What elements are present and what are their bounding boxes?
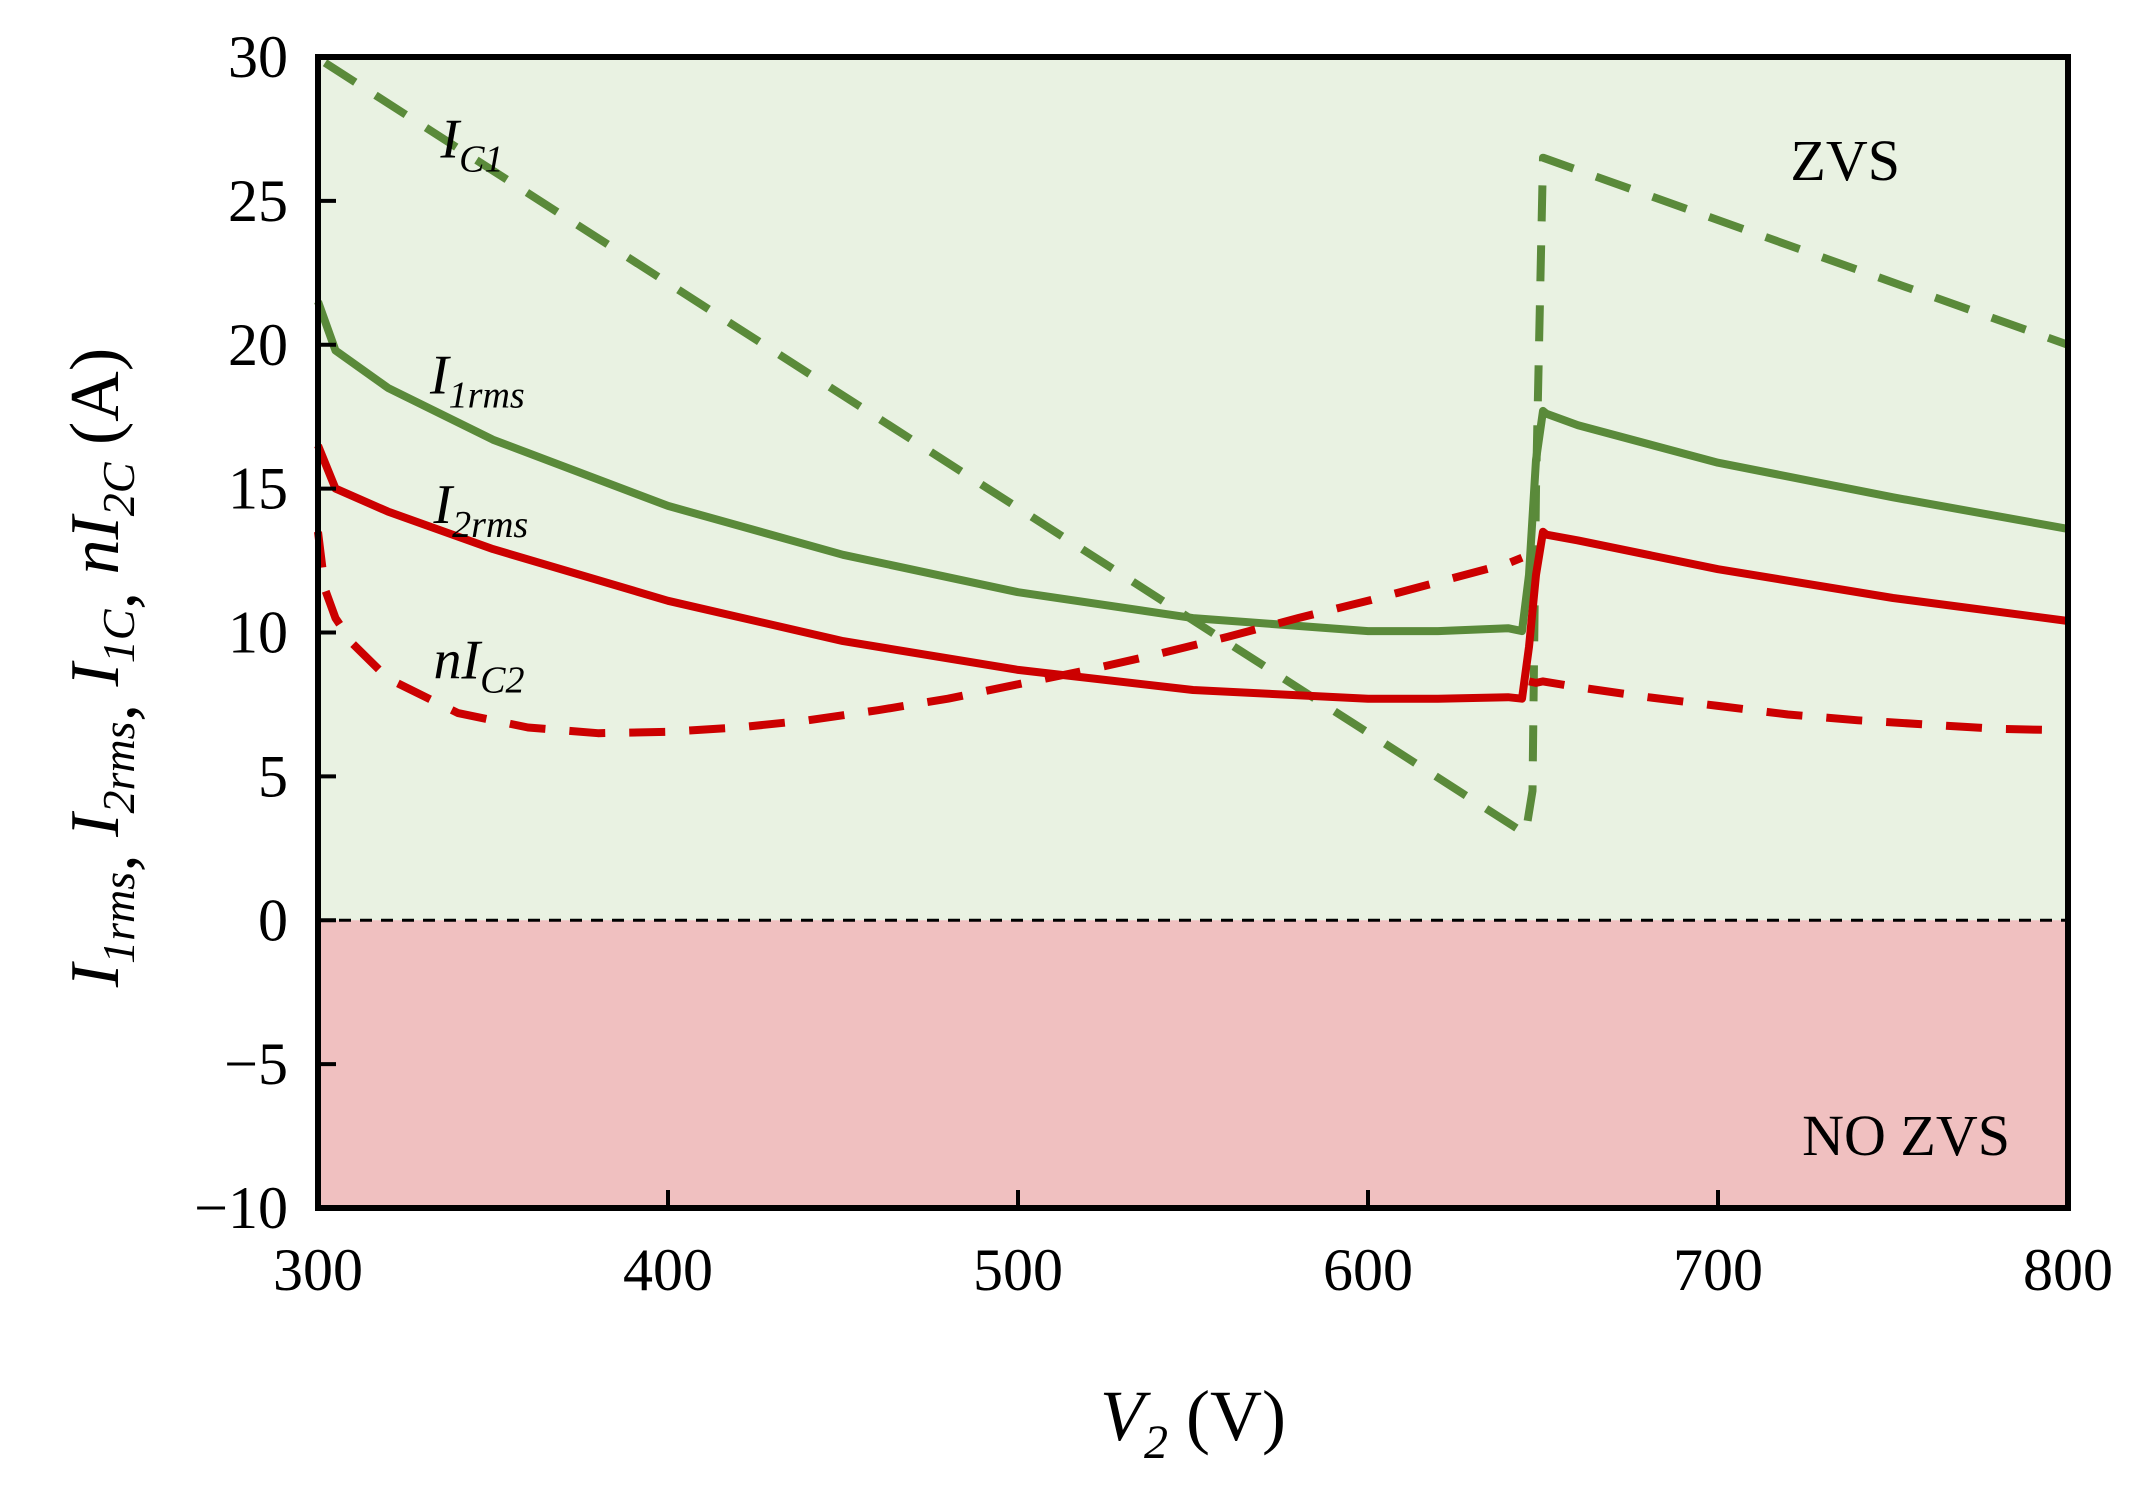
series-line-i1rms [314,300,2069,636]
series-label-ic1: IC1 [440,109,504,181]
x-axis-title: V2 (V) [1100,1376,1286,1469]
series-lines [314,59,2070,838]
x-tick-label-500: 500 [973,1237,1063,1303]
background-regions [318,57,2068,1208]
x-tick-label-600: 600 [1323,1237,1413,1303]
region-labels: ZVS NO ZVS [1790,128,2010,1168]
x-axis-ticks: 300 400 500 600 700 800 [273,1190,2113,1303]
y-tick-label-15: 15 [228,456,288,522]
region-no-zvs [318,920,2068,1208]
series-line-nic2-seg2 [1528,677,2069,735]
y-tick-label-20: 20 [228,312,288,378]
series-line-i2rms [314,443,2069,703]
y-axis-title-text: I1rms, I2rms, I1C, nI2C (A) [57,348,150,988]
x-axis-title-text: V2 (V) [1100,1376,1286,1469]
y-tick-label-30: 30 [228,24,288,90]
x-tick-label-300: 300 [273,1237,363,1303]
x-tick-label-800: 800 [2023,1237,2113,1303]
series-labels: IC1 I1rms I2rms nIC2 [429,109,528,702]
y-axis-title: I1rms, I2rms, I1C, nI2C (A) [57,348,150,988]
y-tick-label-5: 5 [258,743,288,809]
x-tick-label-700: 700 [1673,1237,1763,1303]
series-line-ic1 [322,59,2070,838]
region-label-no-zvs: NO ZVS [1802,1103,2010,1168]
series-line-nic2-seg1 [314,531,1524,738]
y-tick-label-10: 10 [228,600,288,666]
series-label-i1rms: I1rms [429,345,525,417]
x-tick-label-400: 400 [623,1237,713,1303]
y-axis-ticks: −10 −5 0 5 10 15 20 25 30 [194,24,336,1241]
series-label-i2rms: I2rms [433,474,529,546]
region-label-zvs: ZVS [1790,128,1900,193]
y-tick-label-10: −10 [194,1175,288,1241]
y-tick-label-5: −5 [224,1031,288,1097]
y-tick-label-25: 25 [228,168,288,234]
region-zvs [318,57,2068,921]
y-tick-label-0: 0 [258,887,288,953]
series-label-nic2: nIC2 [434,630,525,702]
